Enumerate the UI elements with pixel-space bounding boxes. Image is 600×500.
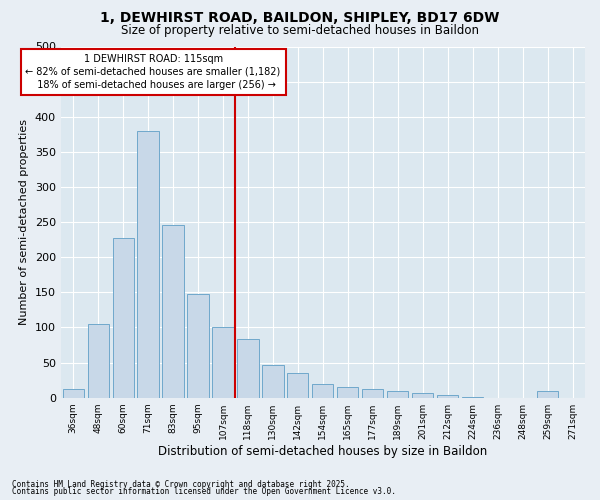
Bar: [437, 395, 458, 398]
Text: Size of property relative to semi-detached houses in Baildon: Size of property relative to semi-detach…: [121, 24, 479, 37]
Bar: [337, 387, 358, 398]
Bar: [238, 338, 259, 398]
Text: 1 DEWHIRST ROAD: 115sqm
← 82% of semi-detached houses are smaller (1,182)
  18% : 1 DEWHIRST ROAD: 115sqm ← 82% of semi-de…: [25, 54, 281, 90]
Bar: [412, 394, 433, 398]
Bar: [137, 131, 158, 398]
Bar: [88, 324, 109, 398]
Bar: [62, 390, 84, 398]
Bar: [362, 390, 383, 398]
Bar: [187, 294, 209, 398]
Bar: [212, 327, 233, 398]
Bar: [537, 390, 558, 398]
Bar: [262, 366, 284, 398]
Y-axis label: Number of semi-detached properties: Number of semi-detached properties: [19, 119, 29, 325]
X-axis label: Distribution of semi-detached houses by size in Baildon: Distribution of semi-detached houses by …: [158, 444, 487, 458]
Bar: [462, 397, 483, 398]
Bar: [113, 238, 134, 398]
Text: Contains HM Land Registry data © Crown copyright and database right 2025.: Contains HM Land Registry data © Crown c…: [12, 480, 350, 489]
Text: Contains public sector information licensed under the Open Government Licence v3: Contains public sector information licen…: [12, 488, 396, 496]
Bar: [163, 225, 184, 398]
Text: 1, DEWHIRST ROAD, BAILDON, SHIPLEY, BD17 6DW: 1, DEWHIRST ROAD, BAILDON, SHIPLEY, BD17…: [100, 11, 500, 25]
Bar: [312, 384, 334, 398]
Bar: [387, 390, 409, 398]
Bar: [287, 373, 308, 398]
